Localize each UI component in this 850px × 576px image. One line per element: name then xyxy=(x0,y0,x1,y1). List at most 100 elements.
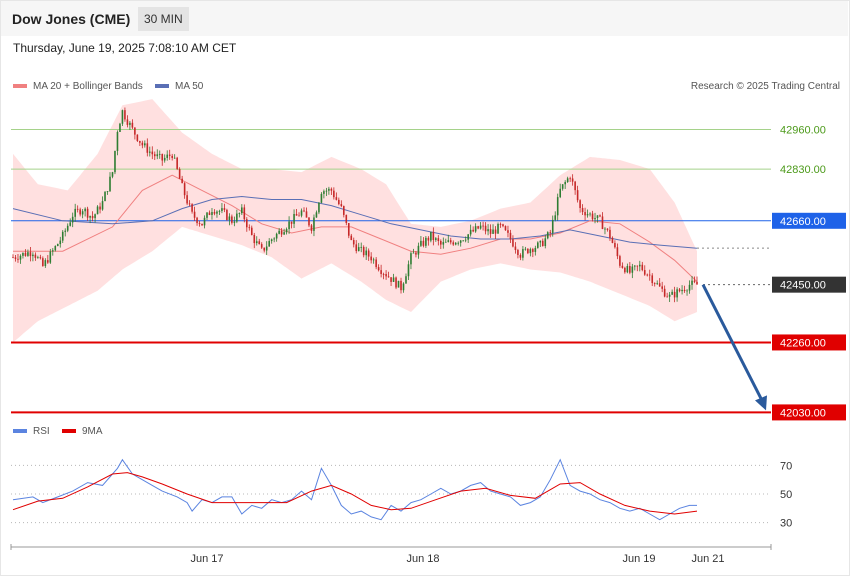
candle-body xyxy=(34,254,37,258)
candle-body xyxy=(158,153,161,155)
candle-body xyxy=(213,212,216,214)
candle-body xyxy=(111,172,114,177)
candle-body xyxy=(507,230,509,233)
candle-body xyxy=(161,153,164,161)
candle-body xyxy=(248,227,251,229)
candle-body xyxy=(253,234,256,244)
candle-body xyxy=(121,110,124,124)
candle-body xyxy=(223,208,226,210)
interval-selector[interactable]: 30 MIN xyxy=(138,7,189,31)
candle-body xyxy=(382,273,385,275)
candle-body xyxy=(619,256,621,266)
candle-body xyxy=(624,267,626,273)
instrument-title: Dow Jones (CME) xyxy=(12,11,131,27)
candle-body xyxy=(435,238,437,240)
candle-body xyxy=(668,294,671,297)
candle-body xyxy=(32,254,34,257)
candle-body xyxy=(551,219,554,233)
candle-body xyxy=(589,213,591,215)
candle-body xyxy=(417,245,420,255)
candle-body xyxy=(146,143,149,153)
candle-body xyxy=(372,259,375,261)
candle-body xyxy=(69,222,72,226)
candle-body xyxy=(283,232,285,235)
candle-body xyxy=(646,274,649,276)
level-label: 42030.00 xyxy=(780,407,826,419)
candle-body xyxy=(544,238,547,247)
candle-body xyxy=(648,274,651,276)
candle-body xyxy=(81,211,84,215)
candle-body xyxy=(51,250,54,252)
candle-body xyxy=(412,252,415,254)
candle-body xyxy=(360,246,363,248)
candle-body xyxy=(236,213,238,222)
candle-body xyxy=(59,240,62,245)
candle-body xyxy=(305,211,308,218)
candle-body xyxy=(691,280,693,285)
candle-body xyxy=(96,206,99,215)
candle-body xyxy=(104,191,106,202)
candle-body xyxy=(537,242,539,248)
rsi-ma-legend-swatch xyxy=(62,429,76,433)
level-label-box xyxy=(772,334,846,351)
candle-body xyxy=(534,247,537,252)
candle-body xyxy=(148,151,151,153)
ma20-line xyxy=(13,174,698,282)
candle-body xyxy=(554,215,557,220)
rsi-y-tick-label: 50 xyxy=(780,489,792,501)
candle-body xyxy=(541,240,544,247)
candle-body xyxy=(457,242,460,244)
candle-body xyxy=(263,247,266,251)
candle-body xyxy=(116,132,119,151)
candle-body xyxy=(71,216,74,223)
candle-body xyxy=(641,264,644,271)
candle-body xyxy=(258,241,261,245)
candle-body xyxy=(449,240,452,243)
candle-body xyxy=(556,197,559,216)
rsi-line xyxy=(12,458,697,521)
candle-body xyxy=(626,266,629,273)
candle-body xyxy=(144,143,146,146)
candle-body xyxy=(42,258,44,266)
candle-body xyxy=(571,178,574,182)
candle-body xyxy=(126,119,129,125)
candle-body xyxy=(238,213,241,214)
candle-body xyxy=(559,188,561,198)
candle-body xyxy=(452,242,455,245)
rsi-y-tick-label: 70 xyxy=(780,460,792,472)
candle-body xyxy=(323,191,325,194)
candle-body xyxy=(591,213,594,220)
candle-body xyxy=(410,253,412,265)
candle-body xyxy=(250,227,253,235)
candle-body xyxy=(99,206,101,210)
candle-body xyxy=(186,195,188,204)
level-label: 42830.00 xyxy=(780,164,826,176)
candle-body xyxy=(425,237,427,246)
candle-body xyxy=(444,241,447,243)
candle-body xyxy=(27,252,29,256)
candle-body xyxy=(260,244,263,248)
candle-body xyxy=(390,277,392,282)
level-label-box xyxy=(772,276,846,293)
candle-body xyxy=(666,296,668,298)
candle-body xyxy=(564,182,566,185)
candle-body xyxy=(114,150,116,173)
candle-body xyxy=(693,280,696,282)
candle-body xyxy=(335,197,338,200)
candle-body xyxy=(318,202,320,213)
candle-body xyxy=(233,221,236,223)
candle-body xyxy=(151,151,154,155)
candle-body xyxy=(64,230,67,232)
candle-body xyxy=(325,190,328,192)
candle-body xyxy=(54,246,57,251)
candle-body xyxy=(494,229,497,234)
candle-body xyxy=(181,178,183,184)
candle-body xyxy=(298,215,300,217)
candle-body xyxy=(330,188,333,191)
candle-body xyxy=(420,240,422,246)
candle-body xyxy=(265,246,268,251)
candle-body xyxy=(616,247,619,257)
candle-body xyxy=(532,249,534,252)
candle-body xyxy=(124,110,126,120)
